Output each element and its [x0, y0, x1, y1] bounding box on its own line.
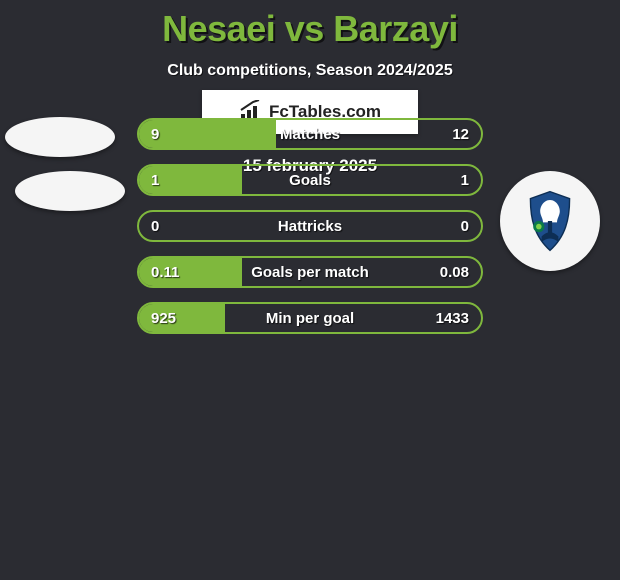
stat-label: Min per goal [139, 304, 481, 332]
stat-value-right: 1 [461, 166, 469, 194]
stat-row: 925Min per goal1433 [137, 302, 483, 334]
stat-row: 1Goals1 [137, 164, 483, 196]
stat-row: 0.11Goals per match0.08 [137, 256, 483, 288]
stat-value-right: 0.08 [440, 258, 469, 286]
stat-label: Goals [139, 166, 481, 194]
comparison-subtitle: Club competitions, Season 2024/2025 [0, 62, 620, 80]
comparison-chart: 9Matches12 1Goals1 0Hattricks0 0.11Goals pe… [0, 118, 620, 348]
stat-value-right: 12 [452, 120, 469, 148]
stat-row: 9Matches12 [137, 118, 483, 150]
stat-label: Hattricks [139, 212, 481, 240]
stat-row: 0Hattricks0 [137, 210, 483, 242]
stat-value-right: 1433 [436, 304, 469, 332]
stat-label: Goals per match [139, 258, 481, 286]
comparison-title: Nesaei vs Barzayi [0, 0, 620, 50]
stat-value-right: 0 [461, 212, 469, 240]
stat-label: Matches [139, 120, 481, 148]
